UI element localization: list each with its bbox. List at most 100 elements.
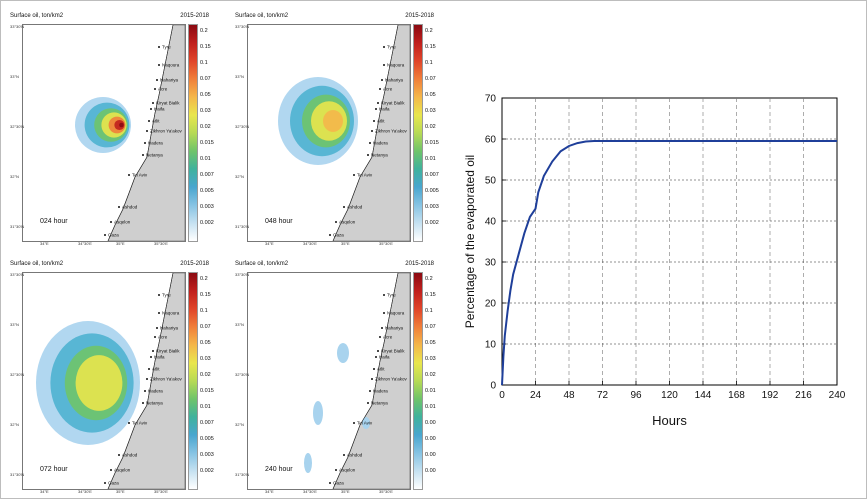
colorbar-tick: 0.00 bbox=[425, 468, 436, 474]
longitude-label: 34°30'E bbox=[78, 241, 92, 246]
city-label: Asqelon bbox=[339, 468, 356, 473]
city-marker bbox=[329, 234, 331, 236]
city-label: Gaza bbox=[108, 233, 119, 238]
city-marker bbox=[146, 378, 148, 380]
colorbar-tick: 0.15 bbox=[200, 292, 211, 298]
y-tick-label: 50 bbox=[485, 176, 497, 187]
city-label: Naqoura bbox=[387, 311, 405, 316]
city-label: Tel Aviv bbox=[132, 173, 148, 178]
city-marker bbox=[371, 130, 373, 132]
latitude-label: 33°N bbox=[235, 74, 244, 79]
longitude-label: 34°30'E bbox=[303, 241, 317, 246]
city-label: Ashdod bbox=[122, 453, 138, 458]
city-marker bbox=[379, 88, 381, 90]
map-panel-2: Surface oil, ton/km2 2015-2018 Tyre Naqoura… bbox=[235, 10, 440, 246]
colorbar bbox=[413, 272, 423, 490]
colorbar bbox=[188, 24, 198, 242]
city-marker bbox=[369, 142, 371, 144]
hour-label: 048 hour bbox=[265, 218, 293, 225]
colorbar-tick: 0.07 bbox=[200, 324, 211, 330]
colorbar-tick: 0.07 bbox=[200, 76, 211, 82]
city-marker bbox=[335, 469, 337, 471]
city-label: Tel Aviv bbox=[357, 421, 373, 426]
map-area: Tyre Naqoura Nahariya Acre Kiryat Bialik Haif… bbox=[247, 24, 411, 242]
latitude-label: 32°N bbox=[10, 422, 19, 427]
colorbar-tick: 0.2 bbox=[200, 28, 208, 34]
city-label: Acre bbox=[383, 87, 393, 92]
latitude-label: 33°30'N bbox=[235, 272, 250, 277]
city-marker bbox=[118, 454, 120, 456]
city-label: Naqoura bbox=[162, 311, 180, 316]
city-marker bbox=[383, 312, 385, 314]
city-marker bbox=[335, 221, 337, 223]
colorbar-tick: 0.1 bbox=[425, 308, 433, 314]
colorbar-tick: 0.1 bbox=[425, 60, 433, 66]
map-panel-3: Surface oil, ton/km2 2015-2018 Tyre Naqoura… bbox=[10, 258, 215, 494]
longitude-label: 35°E bbox=[116, 489, 125, 494]
colorbar-tick: 0.007 bbox=[425, 172, 439, 178]
oil-patch bbox=[362, 417, 370, 429]
x-tick-label: 0 bbox=[499, 390, 505, 401]
city-label: Gaza bbox=[333, 481, 344, 486]
latitude-label: 32°N bbox=[10, 174, 19, 179]
city-label: Naqoura bbox=[387, 63, 405, 68]
city-label: Haifa bbox=[379, 355, 390, 360]
city-label: Ashdod bbox=[122, 205, 138, 210]
latitude-label: 33°30'N bbox=[10, 24, 25, 29]
latitude-label: 31°30'N bbox=[10, 224, 25, 229]
x-tick-label: 48 bbox=[563, 390, 575, 401]
city-marker bbox=[158, 46, 160, 48]
city-label: Netanya bbox=[146, 153, 163, 158]
city-label: Netanya bbox=[371, 401, 388, 406]
city-marker bbox=[128, 174, 130, 176]
evaporation-chart: 0 24 48 72 96 120 144 168 192 216 240 0 10 20 30 40 50 60… bbox=[463, 94, 846, 429]
colorbar-tick: 0.01 bbox=[200, 156, 211, 162]
city-label: Zikhron Ya'akov bbox=[150, 377, 182, 382]
city-marker bbox=[329, 482, 331, 484]
longitude-label: 34°E bbox=[265, 489, 274, 494]
y-tick-label: 40 bbox=[485, 217, 497, 228]
city-label: Zikhron Ya'akov bbox=[150, 129, 182, 134]
colorbar-tick: 0.00 bbox=[425, 436, 436, 442]
colorbar-tick: 0.2 bbox=[425, 28, 433, 34]
city-label: Asqelon bbox=[339, 220, 356, 225]
city-label: Atlit bbox=[152, 367, 160, 372]
colorbar-tick: 0.00 bbox=[425, 420, 436, 426]
panel-years: 2015-2018 bbox=[405, 261, 434, 267]
longitude-label: 35°E bbox=[341, 241, 350, 246]
colorbar-tick: 0.03 bbox=[425, 108, 436, 114]
latitude-label: 32°N bbox=[235, 174, 244, 179]
hour-label: 072 hour bbox=[40, 466, 68, 473]
city-marker bbox=[104, 482, 106, 484]
latitude-label: 31°30'N bbox=[235, 472, 250, 477]
colorbar-tick: 0.15 bbox=[425, 292, 436, 298]
colorbar-tick: 0.03 bbox=[200, 356, 211, 362]
colorbar-tick: 0.1 bbox=[200, 60, 208, 66]
city-label: Haifa bbox=[154, 355, 165, 360]
city-marker bbox=[148, 120, 150, 122]
colorbar-tick: 0.01 bbox=[200, 404, 211, 410]
panel-header: Surface oil, ton/km2 2015-2018 bbox=[235, 10, 440, 24]
city-label: Gaza bbox=[108, 481, 119, 486]
oil-patch bbox=[304, 453, 312, 473]
city-label: Kiryat Bialik bbox=[156, 349, 180, 354]
panel-years: 2015-2018 bbox=[405, 13, 434, 19]
city-label: Nahariya bbox=[160, 78, 179, 83]
city-marker bbox=[381, 79, 383, 81]
city-label: Hadera bbox=[373, 141, 388, 146]
colorbar-tick: 0.07 bbox=[425, 324, 436, 330]
city-marker bbox=[146, 130, 148, 132]
city-label: Acre bbox=[158, 87, 168, 92]
colorbar-tick: 0.2 bbox=[200, 276, 208, 282]
city-label: Netanya bbox=[146, 401, 163, 406]
city-marker bbox=[144, 390, 146, 392]
city-marker bbox=[373, 120, 375, 122]
city-label: Asqelon bbox=[114, 468, 131, 473]
colorbar-tick: 0.07 bbox=[425, 76, 436, 82]
longitude-label: 34°E bbox=[40, 241, 49, 246]
city-marker bbox=[144, 142, 146, 144]
map-panel-4: Surface oil, ton/km2 2015-2018 Tyre Naqoura… bbox=[235, 258, 440, 494]
city-marker bbox=[383, 46, 385, 48]
city-label: Hadera bbox=[148, 141, 163, 146]
city-label: Atlit bbox=[152, 119, 160, 124]
